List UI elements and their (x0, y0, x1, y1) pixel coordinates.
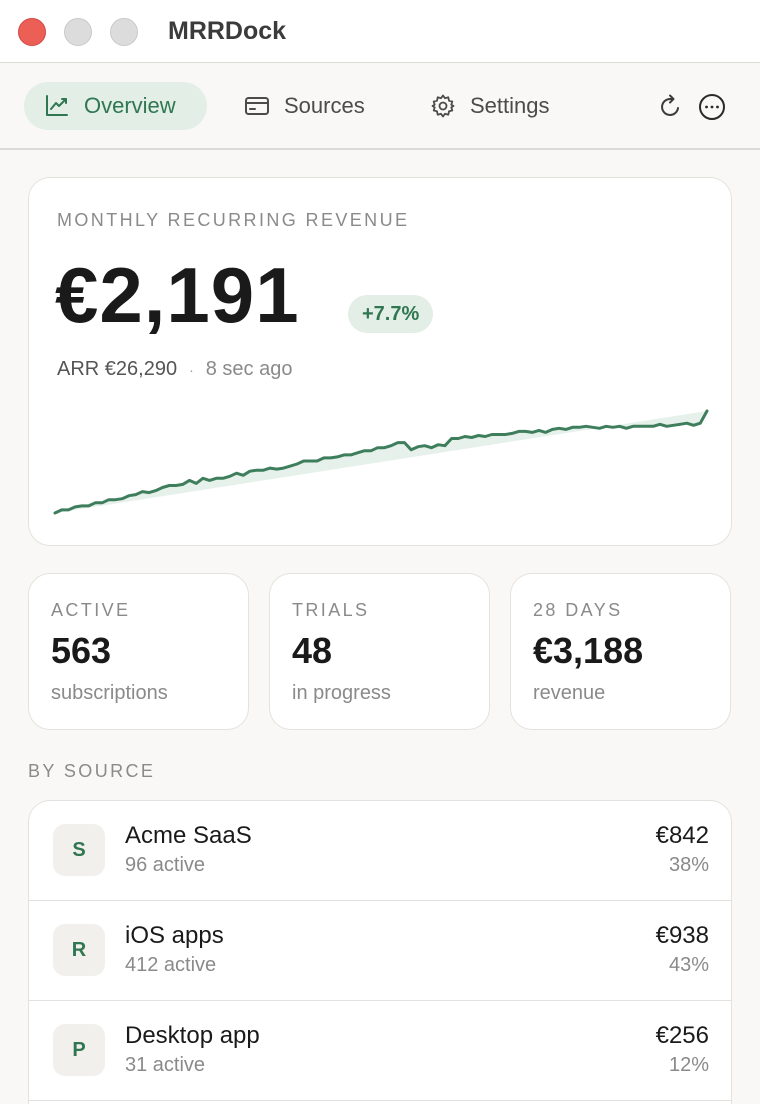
source-percent: 38% (668, 854, 709, 876)
source-avatar: S (53, 824, 105, 876)
sparkline-line (53, 409, 709, 515)
tab-sources-label: Sources (284, 93, 365, 118)
stat-value: 48 (292, 630, 333, 671)
stat-value: 563 (51, 630, 112, 671)
source-active-count: 31 active (125, 1054, 206, 1076)
close-window-button[interactable] (18, 18, 46, 46)
mrr-sparkline (53, 409, 709, 515)
stat-label: 28 DAYS (533, 600, 623, 620)
chart-line-icon (46, 95, 68, 116)
maximize-window-button[interactable] (110, 18, 138, 46)
source-avatar: P (53, 1024, 105, 1076)
source-name: iOS apps (125, 922, 224, 949)
mrr-change-badge: +7.7% (348, 295, 434, 333)
source-row-acme-saas[interactable]: S Acme SaaS 96 active €842 38% (29, 801, 731, 901)
mrr-value: €2,191 (55, 251, 300, 339)
source-row-ios-apps[interactable]: R iOS apps 412 active €938 43% (29, 901, 731, 1001)
stat-card-active: ACTIVE 563 subscriptions (28, 573, 249, 730)
stat-subtitle: in progress (292, 682, 391, 704)
source-amount: €938 (655, 922, 709, 949)
tab-overview-label: Overview (84, 93, 176, 118)
card-icon (245, 97, 269, 115)
stat-subtitle: revenue (533, 682, 606, 704)
tab-sources[interactable]: Sources (224, 82, 385, 130)
last-updated: 8 sec ago (205, 358, 293, 380)
separator-dot: · (189, 361, 194, 378)
source-avatar: R (53, 924, 105, 976)
more-icon[interactable] (698, 93, 726, 121)
arr-line: ARR €26,290 · 8 sec ago (57, 358, 292, 381)
tab-settings-label: Settings (470, 93, 550, 118)
stat-value: €3,188 (533, 630, 644, 671)
sparkline-area (55, 411, 707, 513)
minimize-window-button[interactable] (64, 18, 92, 46)
stat-subtitle: subscriptions (51, 682, 168, 704)
mrr-label: MONTHLY RECURRING REVENUE (57, 210, 410, 230)
source-list: S Acme SaaS 96 active €842 38% R iOS app… (28, 800, 732, 1104)
stat-label: ACTIVE (51, 600, 131, 620)
window-title: MRRDock (168, 17, 287, 45)
stat-card-trials: TRIALS 48 in progress (269, 573, 490, 730)
tab-overview[interactable]: Overview (24, 82, 207, 130)
toolbar: Overview Sources Settings (0, 63, 760, 150)
source-percent: 12% (668, 1054, 709, 1076)
by-source-heading: BY SOURCE (28, 761, 156, 781)
refresh-icon[interactable] (657, 93, 685, 121)
gear-icon (431, 94, 455, 118)
source-row-desktop-app[interactable]: P Desktop app 31 active €256 12% (29, 1001, 731, 1101)
source-name: Acme SaaS (125, 822, 252, 849)
source-amount: €842 (655, 822, 709, 849)
source-percent: 43% (668, 954, 709, 976)
title-bar: MRRDock (0, 0, 760, 63)
source-active-count: 412 active (125, 954, 217, 976)
stat-card-28-days: 28 DAYS €3,188 revenue (510, 573, 731, 730)
source-active-count: 96 active (125, 854, 206, 876)
source-name: Desktop app (125, 1022, 260, 1049)
tab-settings[interactable]: Settings (410, 82, 570, 130)
source-amount: €256 (655, 1022, 709, 1049)
mrr-card: MONTHLY RECURRING REVENUE €2,191 +7.7% A… (28, 177, 732, 546)
stat-label: TRIALS (292, 600, 370, 620)
arr-value: ARR €26,290 (57, 358, 178, 380)
